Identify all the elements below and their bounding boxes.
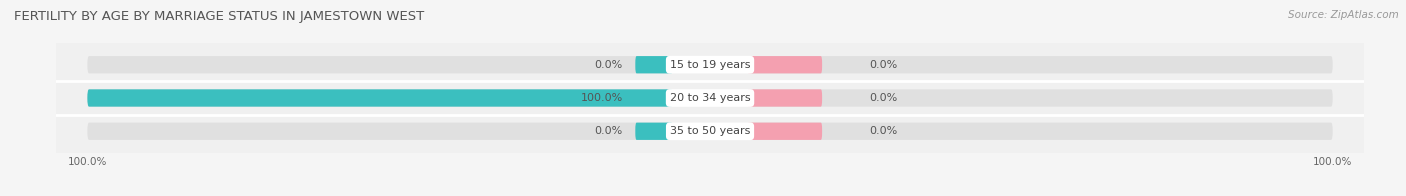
Text: 0.0%: 0.0% — [869, 60, 897, 70]
Text: 100.0%: 100.0% — [581, 93, 623, 103]
Text: 0.0%: 0.0% — [869, 126, 897, 136]
Text: FERTILITY BY AGE BY MARRIAGE STATUS IN JAMESTOWN WEST: FERTILITY BY AGE BY MARRIAGE STATUS IN J… — [14, 10, 425, 23]
FancyBboxPatch shape — [87, 89, 672, 107]
FancyBboxPatch shape — [748, 56, 823, 73]
Text: 0.0%: 0.0% — [595, 126, 623, 136]
FancyBboxPatch shape — [748, 123, 823, 140]
FancyBboxPatch shape — [636, 56, 672, 73]
Text: 35 to 50 years: 35 to 50 years — [669, 126, 751, 136]
Text: 0.0%: 0.0% — [869, 93, 897, 103]
FancyBboxPatch shape — [87, 89, 1333, 107]
Text: Source: ZipAtlas.com: Source: ZipAtlas.com — [1288, 10, 1399, 20]
Text: 0.0%: 0.0% — [595, 60, 623, 70]
Text: 15 to 19 years: 15 to 19 years — [669, 60, 751, 70]
FancyBboxPatch shape — [87, 123, 1333, 140]
FancyBboxPatch shape — [87, 56, 1333, 73]
FancyBboxPatch shape — [636, 123, 672, 140]
Text: 20 to 34 years: 20 to 34 years — [669, 93, 751, 103]
FancyBboxPatch shape — [748, 89, 823, 107]
